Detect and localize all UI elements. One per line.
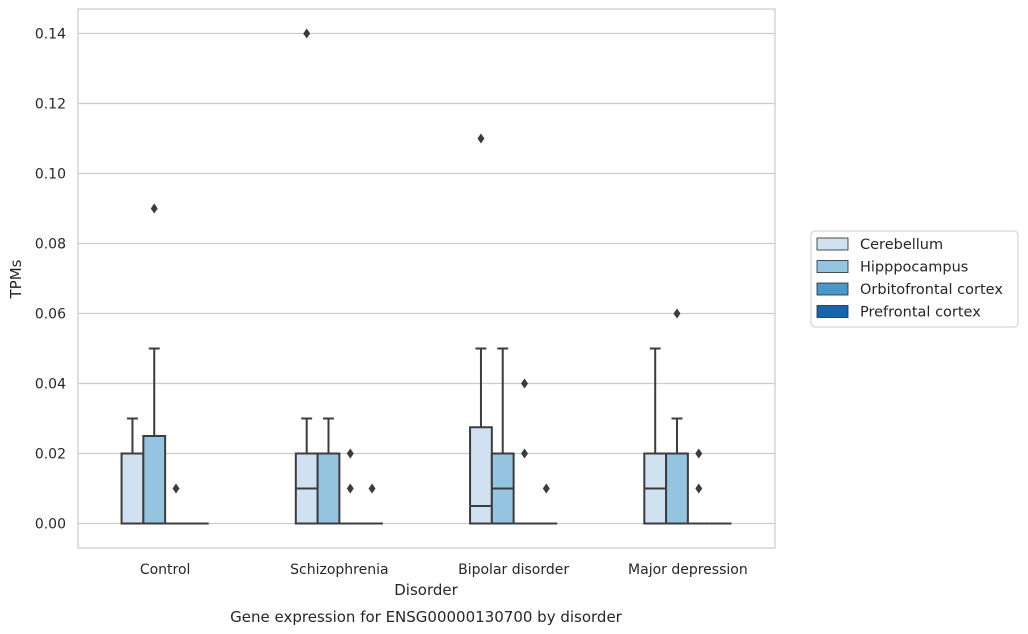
legend-label: Cerebellum — [860, 237, 943, 253]
outlier-point — [150, 203, 158, 214]
box-orbitofrontal-cortex — [687, 448, 710, 525]
axes-frame — [77, 8, 776, 549]
y-tick-label: 0.10 — [35, 167, 66, 183]
box-orbitofrontal-cortex — [165, 483, 187, 525]
plot-area — [120, 28, 732, 525]
box-body — [120, 452, 145, 525]
y-tick-label: 0.04 — [35, 377, 66, 393]
legend-swatch — [816, 305, 849, 318]
y-tick-label: 0.00 — [35, 517, 66, 533]
outlier-point — [673, 308, 681, 319]
box-prefrontal-cortex — [361, 483, 383, 525]
box-body — [316, 452, 341, 525]
outlier-point — [477, 133, 485, 144]
y-tick-label: 0.14 — [35, 27, 66, 43]
y-tick-label: 0.06 — [35, 307, 66, 323]
x-tick-label: Major depression — [628, 562, 748, 578]
box-hipppocampus — [665, 308, 689, 525]
legend-item: Hipppocampus — [816, 260, 968, 276]
outlier-point — [172, 483, 180, 494]
legend-swatch — [816, 260, 849, 273]
x-tick-label: Bipolar disorder — [458, 562, 569, 578]
legend-swatch — [816, 282, 849, 296]
outlier-point — [346, 483, 354, 494]
x-axis-ticks: Control Schizophrenia Bipolar disorder Majo… — [140, 562, 748, 578]
x-tick-label: Schizophrenia — [290, 562, 388, 578]
box-orbitofrontal-cortex — [339, 448, 362, 525]
outlier-point — [542, 483, 550, 494]
legend-item: Prefrontal cortex — [816, 305, 981, 321]
box-cerebellum — [120, 417, 145, 525]
box-cerebellum — [469, 133, 493, 525]
outlier-point — [346, 448, 354, 459]
legend-swatch — [816, 237, 849, 251]
legend-item: Cerebellum — [816, 237, 943, 253]
chart-caption: Gene expression for ENSG00000130700 by d… — [230, 608, 623, 626]
box-hipppocampus — [316, 417, 341, 525]
box-orbitofrontal-cortex — [513, 378, 536, 525]
outlier-point — [521, 448, 529, 459]
box-cerebellum — [294, 28, 319, 525]
legend-item: Orbitofrontal cortex — [816, 282, 1003, 298]
outlier-point — [521, 378, 529, 389]
legend-label: Hipppocampus — [860, 260, 968, 276]
y-axis-label: TPMs — [7, 259, 25, 299]
outlier-point — [695, 448, 703, 459]
outlier-point — [368, 483, 376, 494]
box-hipppocampus — [490, 347, 515, 525]
legend-frame — [810, 230, 1019, 328]
box-body — [469, 426, 493, 525]
x-tick-label: Control — [140, 562, 191, 578]
legend-label: Orbitofrontal cortex — [860, 282, 1003, 298]
legend-label: Prefrontal cortex — [860, 305, 981, 321]
box-body — [665, 452, 689, 525]
y-tick-label: 0.02 — [35, 447, 66, 463]
y-tick-label: 0.12 — [35, 97, 66, 113]
box-hipppocampus — [142, 203, 167, 525]
box-body — [142, 435, 167, 525]
box-cerebellum — [643, 347, 668, 525]
box-prefrontal-cortex — [535, 483, 558, 525]
legend: Cerebellum Hipppocampus Orbitofrontal cort… — [810, 230, 1019, 328]
y-tick-label: 0.08 — [35, 237, 66, 253]
outlier-point — [695, 483, 703, 494]
gridlines — [78, 32, 775, 525]
x-axis-label: Disorder — [394, 581, 458, 599]
y-axis-ticks: 0.00 0.02 0.04 0.06 0.08 0.10 0.12 0.14 — [35, 27, 66, 533]
outlier-point — [303, 28, 311, 39]
